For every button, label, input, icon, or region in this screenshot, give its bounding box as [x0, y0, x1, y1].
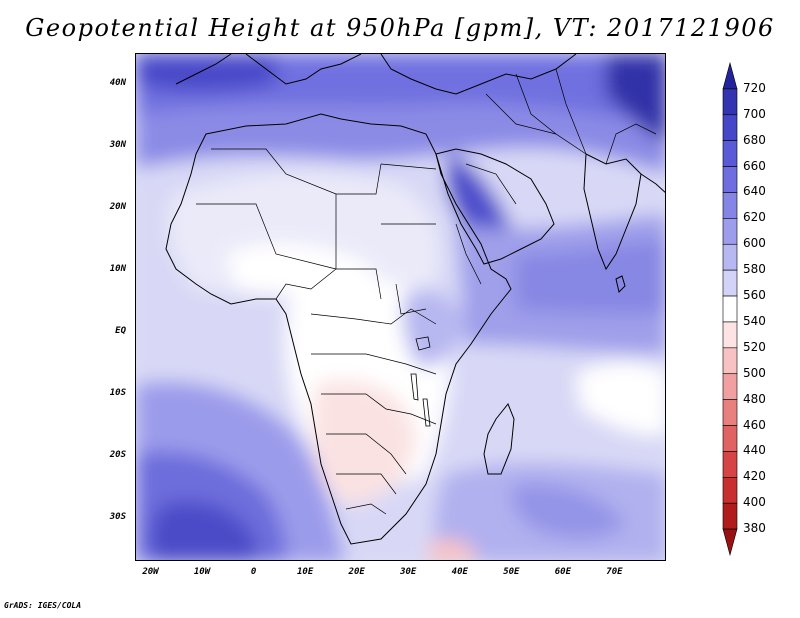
colorbar-level-label: 440: [743, 443, 766, 458]
colorbar-level-label: 640: [743, 184, 766, 199]
lon-tick-label: 0: [250, 567, 257, 577]
grads-credit: GrADS: IGES/COLA: [4, 601, 82, 610]
shaded-height-field: [136, 54, 665, 560]
colorbar-swatch: [722, 140, 738, 167]
colorbar-swatch: [722, 218, 738, 245]
colorbar-swatch: [722, 399, 738, 426]
colorbar-level-label: 400: [743, 495, 766, 510]
colorbar-level-label: 500: [743, 365, 766, 380]
colorbar-level-label: 480: [743, 391, 766, 406]
colorbar-swatch: [722, 425, 738, 452]
map-title: Geopotential Height at 950hPa [gpm], VT:…: [25, 14, 775, 42]
colorbar-swatch: [722, 166, 738, 193]
colorbar-swatch: [722, 373, 738, 400]
lat-tick-label: 30N: [109, 139, 126, 150]
colorbar-level-label: 380: [743, 521, 766, 536]
colorbar-level-label: 580: [743, 262, 766, 277]
colorbar-swatch: [722, 321, 738, 349]
lon-tick-label: 60E: [554, 567, 572, 577]
colorbar-swatch: [722, 243, 738, 271]
colorbar-swatch: [722, 192, 738, 219]
colorbar-level-label: 520: [743, 339, 766, 354]
colorbar-swatch: [722, 477, 738, 504]
colorbar-swatch: [722, 88, 738, 116]
lat-tick-label: EQ: [115, 325, 126, 336]
lon-tick-label: 30E: [400, 567, 417, 577]
coastlines: [165, 54, 665, 545]
lon-tick-label: 70E: [606, 567, 623, 577]
lat-tick-label: 20S: [109, 449, 126, 460]
colorbar-swatch: [722, 269, 738, 297]
colorbar-level-label: 700: [743, 106, 766, 121]
lat-tick-label: 40N: [109, 77, 126, 88]
colorbar-swatch: [722, 295, 738, 323]
lon-tick-label: 20W: [142, 567, 159, 577]
colorbar-level-label: 560: [743, 288, 766, 303]
lakes: [410, 336, 431, 427]
lat-tick-label: 10N: [109, 263, 126, 274]
colorbar-level-label: 620: [743, 210, 766, 225]
colorbar-swatch: [722, 451, 738, 478]
country-borders: [196, 68, 657, 515]
colorbar-level-label: 460: [743, 417, 766, 432]
lat-tick-label: 30S: [109, 511, 126, 522]
lat-tick-label: 10S: [109, 387, 126, 398]
lon-tick-label: 10E: [296, 567, 314, 577]
geopotential-map: [136, 54, 665, 560]
colorbar-level-label: 420: [743, 469, 766, 484]
colorbar-swatch: [722, 528, 738, 557]
colorbar-level-label: 720: [743, 80, 766, 95]
colorbar-swatch: [722, 347, 738, 375]
colorbar-level-label: 600: [743, 236, 766, 251]
colorbar-swatch: [722, 114, 738, 141]
colorbar-level-label: 680: [743, 132, 766, 147]
colorbar-swatch: [722, 502, 738, 530]
map-plot-area: [135, 53, 666, 561]
colorbar-level-label: 660: [743, 158, 766, 173]
lon-tick-label: 40E: [451, 567, 468, 577]
colorbar-level-label: 540: [743, 313, 766, 328]
lon-tick-label: 10W: [193, 567, 211, 577]
lon-tick-label: 50E: [503, 567, 520, 577]
colorbar: [722, 61, 738, 557]
lat-tick-label: 20N: [109, 201, 126, 212]
colorbar-swatch: [722, 61, 738, 90]
lon-tick-label: 20E: [348, 567, 365, 577]
